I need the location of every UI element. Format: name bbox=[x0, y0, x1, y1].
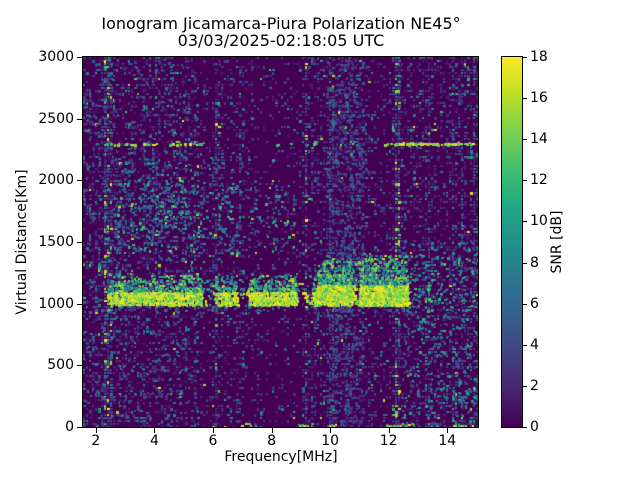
colorbar-tick-label: 8 bbox=[530, 254, 539, 271]
y-tick bbox=[77, 180, 82, 182]
x-tick-label: 8 bbox=[267, 433, 277, 449]
colorbar-tick-label: 18 bbox=[530, 49, 548, 65]
plot-frame bbox=[82, 56, 479, 428]
colorbar-tick bbox=[523, 385, 527, 387]
x-axis-label: Frequency[MHz] bbox=[224, 449, 338, 465]
ionogram-heatmap bbox=[83, 57, 478, 427]
y-tick-label: 2500 bbox=[38, 110, 74, 127]
x-tick bbox=[95, 428, 97, 433]
x-tick-label: 10 bbox=[321, 433, 340, 449]
colorbar-tick bbox=[523, 221, 527, 223]
y-tick-label: 1500 bbox=[38, 234, 74, 250]
y-tick bbox=[77, 118, 82, 120]
chart-subtitle: 03/03/2025-02:18:05 UTC bbox=[177, 31, 385, 50]
colorbar-gradient bbox=[502, 57, 522, 427]
colorbar-tick-label: 4 bbox=[530, 336, 539, 353]
colorbar-tick bbox=[523, 57, 527, 58]
colorbar-tick bbox=[523, 98, 527, 100]
colorbar-tick-label: 0 bbox=[530, 419, 539, 435]
chart-title-block: Ionogram Jicamarca-Piura Polarization NE… bbox=[83, 15, 479, 49]
x-tick-label: 14 bbox=[438, 433, 457, 449]
colorbar-frame bbox=[501, 56, 523, 428]
x-tick bbox=[154, 428, 156, 433]
x-tick-label: 12 bbox=[379, 433, 398, 449]
colorbar-tick-label: 12 bbox=[530, 172, 548, 189]
colorbar-tick bbox=[523, 262, 527, 264]
colorbar-tick bbox=[523, 427, 527, 428]
y-tick-label: 1000 bbox=[38, 295, 74, 312]
colorbar-tick-label: 16 bbox=[530, 90, 548, 107]
x-tick bbox=[271, 428, 273, 433]
y-tick bbox=[77, 57, 82, 58]
y-tick-label: 3000 bbox=[38, 49, 74, 65]
colorbar-tick-label: 14 bbox=[530, 131, 548, 148]
y-tick bbox=[77, 365, 82, 367]
x-tick bbox=[388, 428, 390, 433]
y-axis-label: Virtual Distance[Km] bbox=[14, 169, 30, 315]
y-tick-label: 500 bbox=[47, 357, 74, 374]
x-tick-label: 2 bbox=[91, 433, 101, 449]
x-tick bbox=[447, 428, 449, 433]
colorbar-tick-label: 6 bbox=[530, 295, 539, 312]
x-tick bbox=[330, 428, 332, 433]
y-tick bbox=[77, 303, 82, 305]
y-tick bbox=[77, 242, 82, 243]
colorbar-tick bbox=[523, 180, 527, 182]
colorbar-tick bbox=[523, 139, 527, 141]
x-tick-label: 4 bbox=[149, 433, 159, 449]
colorbar-tick bbox=[523, 303, 527, 305]
y-tick bbox=[77, 427, 82, 428]
colorbar-tick-label: 2 bbox=[530, 377, 539, 394]
x-tick bbox=[213, 428, 214, 433]
y-tick-label: 2000 bbox=[38, 172, 74, 189]
x-tick-label: 6 bbox=[208, 433, 218, 449]
colorbar-tick bbox=[523, 344, 527, 346]
y-tick-label: 0 bbox=[65, 419, 74, 435]
colorbar-tick-label: 10 bbox=[530, 213, 548, 230]
chart-title: Ionogram Jicamarca-Piura Polarization NE… bbox=[101, 14, 461, 33]
